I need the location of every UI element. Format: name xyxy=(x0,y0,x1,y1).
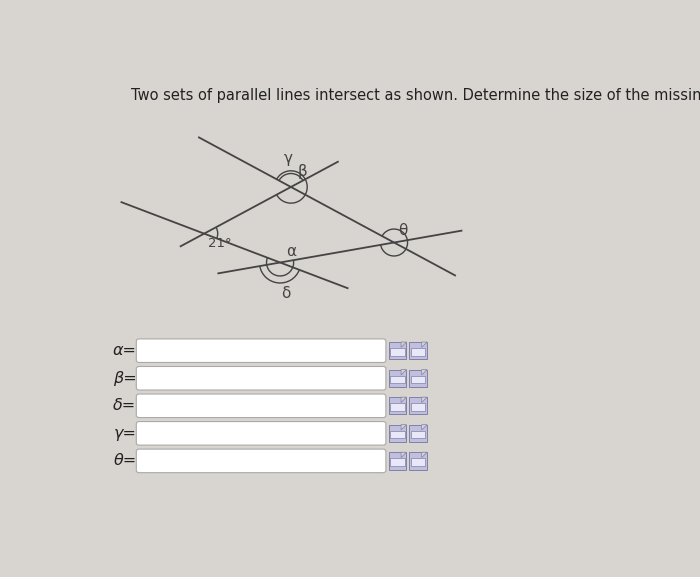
FancyBboxPatch shape xyxy=(136,394,386,418)
FancyBboxPatch shape xyxy=(410,425,427,442)
Text: β: β xyxy=(298,164,307,179)
FancyBboxPatch shape xyxy=(411,376,426,383)
Polygon shape xyxy=(421,370,427,375)
Text: θ=: θ= xyxy=(113,454,136,469)
Polygon shape xyxy=(401,370,407,375)
Polygon shape xyxy=(421,425,427,430)
FancyBboxPatch shape xyxy=(136,366,386,390)
FancyBboxPatch shape xyxy=(390,403,405,411)
Text: θ: θ xyxy=(398,223,407,238)
FancyBboxPatch shape xyxy=(411,403,426,411)
FancyBboxPatch shape xyxy=(410,370,427,387)
Text: α: α xyxy=(286,244,297,259)
Polygon shape xyxy=(401,452,407,458)
FancyBboxPatch shape xyxy=(136,449,386,473)
Polygon shape xyxy=(401,397,407,403)
Polygon shape xyxy=(401,425,407,430)
Text: δ=: δ= xyxy=(113,398,136,413)
FancyBboxPatch shape xyxy=(136,422,386,445)
Text: Two sets of parallel lines intersect as shown. Determine the size of the missing: Two sets of parallel lines intersect as … xyxy=(131,88,700,103)
FancyBboxPatch shape xyxy=(390,376,405,383)
FancyBboxPatch shape xyxy=(410,452,427,470)
FancyBboxPatch shape xyxy=(389,397,407,414)
Text: δ: δ xyxy=(281,286,290,301)
FancyBboxPatch shape xyxy=(389,452,407,470)
FancyBboxPatch shape xyxy=(410,342,427,359)
FancyBboxPatch shape xyxy=(411,348,426,356)
Text: 21°: 21° xyxy=(208,237,232,250)
FancyBboxPatch shape xyxy=(389,342,407,359)
FancyBboxPatch shape xyxy=(411,458,426,466)
Polygon shape xyxy=(421,342,427,347)
FancyBboxPatch shape xyxy=(136,339,386,362)
FancyBboxPatch shape xyxy=(389,425,407,442)
FancyBboxPatch shape xyxy=(411,430,426,439)
FancyBboxPatch shape xyxy=(390,348,405,356)
FancyBboxPatch shape xyxy=(389,370,407,387)
Text: γ=: γ= xyxy=(113,426,136,441)
Polygon shape xyxy=(421,397,427,403)
Text: γ: γ xyxy=(284,151,293,166)
FancyBboxPatch shape xyxy=(390,430,405,439)
FancyBboxPatch shape xyxy=(410,397,427,414)
Text: β=: β= xyxy=(113,371,136,386)
Text: α=: α= xyxy=(113,343,136,358)
Polygon shape xyxy=(421,452,427,458)
Polygon shape xyxy=(401,342,407,347)
FancyBboxPatch shape xyxy=(390,458,405,466)
